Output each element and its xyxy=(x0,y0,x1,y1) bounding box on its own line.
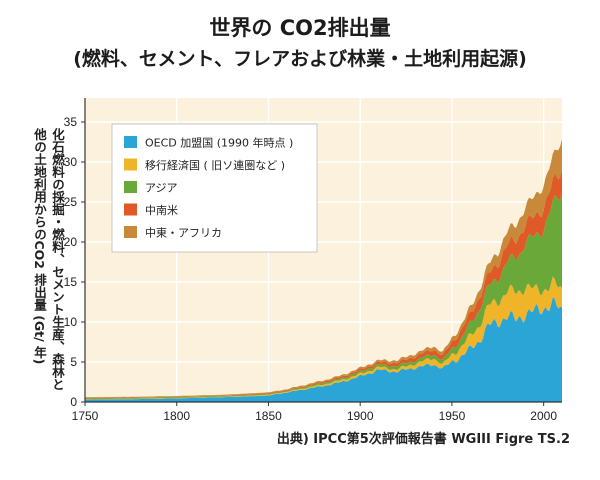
y-axis-label-line2: 他の土地利用からのCO2 排出量 (Gt/ 年) xyxy=(32,128,47,365)
legend-label-4: 中南米 xyxy=(145,204,178,217)
y-axis-label-line1: 化石燃料の採掘・燃料、セメント生産、森林と xyxy=(50,128,65,391)
x-tick-label: 1950 xyxy=(439,409,466,423)
y-tick-label: 15 xyxy=(64,275,78,289)
legend-swatch-2 xyxy=(124,158,137,171)
source-note: 出典) IPCC第5次評価報告書 WGIII Figre TS.2 xyxy=(276,432,570,447)
legend-swatch-5 xyxy=(124,226,137,238)
area-series-1 xyxy=(85,297,562,402)
y-tick-label: 35 xyxy=(64,115,78,129)
legend-swatch-1 xyxy=(124,136,137,148)
legend-label-3: アジア xyxy=(145,182,178,195)
chart-title: 世界の CO2排出量 xyxy=(209,16,391,40)
x-tick-label: 1900 xyxy=(347,409,374,423)
legend-label-5: 中東・アフリカ xyxy=(145,227,222,240)
y-tick-label: 20 xyxy=(64,235,78,249)
y-axis-label: 化石燃料の採掘・燃料、セメント生産、森林と 他の土地利用からのCO2 排出量 (… xyxy=(6,128,66,408)
y-tick-label: 0 xyxy=(70,395,77,409)
legend-box xyxy=(111,123,318,253)
x-tick-label: 1800 xyxy=(163,409,190,423)
chart-subtitle: (燃料、セメント、フレアおよび林業・土地利用起源) xyxy=(73,48,527,70)
legend-label-1: OECD 加盟国 (1990 年時点 ) xyxy=(145,136,293,150)
x-tick-label: 1850 xyxy=(255,409,282,423)
legend-swatch-3 xyxy=(124,181,137,193)
x-tick-label: 1750 xyxy=(72,409,99,423)
y-tick-label: 10 xyxy=(64,315,78,329)
legend-label-2: 移行経済国 ( 旧ソ連圏など ) xyxy=(145,158,285,172)
x-tick-label: 2000 xyxy=(530,409,557,423)
y-tick-label: 5 xyxy=(70,355,77,369)
y-tick-label: 25 xyxy=(64,195,78,209)
y-tick-label: 30 xyxy=(64,155,78,169)
legend-swatch-4 xyxy=(124,203,137,216)
